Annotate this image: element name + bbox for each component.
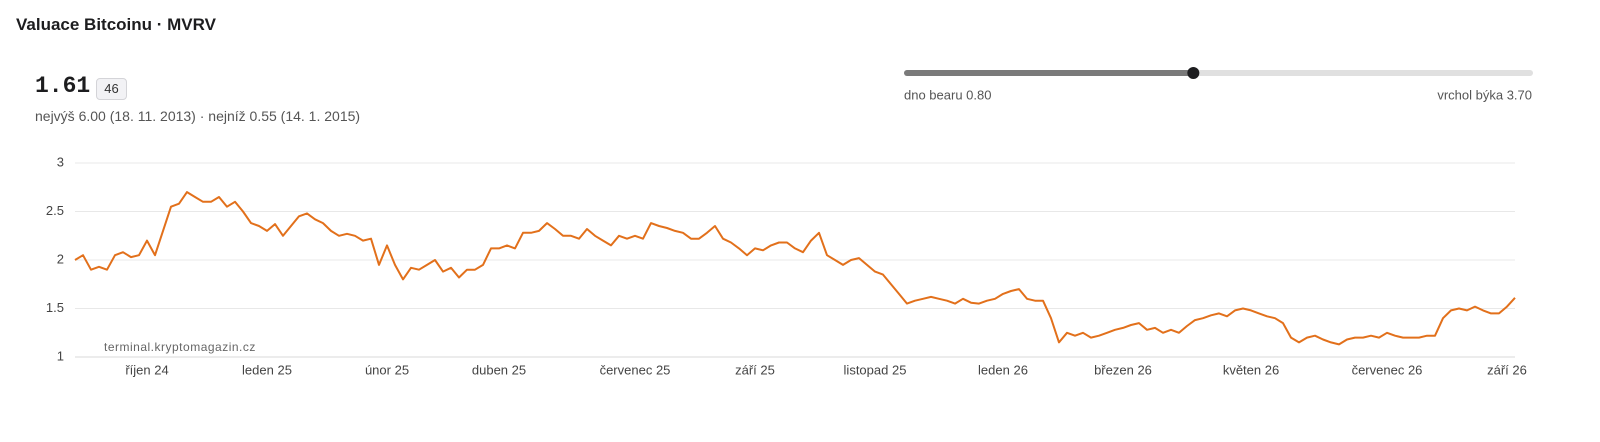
range-note: nejvýš 6.00 (18. 11. 2013) · nejníž 0.55… bbox=[35, 108, 361, 124]
gauge-fill bbox=[904, 70, 1194, 76]
gauge-min-label: dno bearu 0.80 bbox=[904, 87, 991, 102]
x-tick-label: říjen 24 bbox=[125, 362, 168, 377]
percentile-badge: 46 bbox=[96, 78, 127, 100]
x-tick-label: únor 25 bbox=[365, 362, 409, 377]
y-tick-label: 2.5 bbox=[46, 203, 64, 218]
y-tick-label: 2 bbox=[57, 251, 64, 266]
title: Valuace Bitcoinu · MVRV bbox=[16, 15, 216, 34]
gauge-max-label: vrchol býka 3.70 bbox=[1437, 87, 1532, 102]
gauge-knob bbox=[1187, 67, 1200, 79]
x-tick-label: duben 25 bbox=[472, 362, 526, 377]
watermark: terminal.kryptomagazin.cz bbox=[104, 340, 256, 354]
mvrv-line bbox=[74, 191, 1516, 346]
x-tick-label: červenec 25 bbox=[600, 362, 671, 377]
y-tick-label: 3 bbox=[57, 154, 64, 169]
y-tick-label: 1 bbox=[57, 348, 64, 363]
x-tick-label: květen 26 bbox=[1223, 362, 1279, 377]
x-tick-label: leden 25 bbox=[242, 362, 292, 377]
x-tick-label: červenec 26 bbox=[1352, 362, 1423, 377]
y-tick-label: 1.5 bbox=[46, 300, 64, 315]
x-tick-label: září 26 bbox=[1487, 362, 1527, 377]
x-tick-label: březen 26 bbox=[1094, 362, 1152, 377]
x-tick-label: listopad 25 bbox=[844, 362, 907, 377]
x-tick-label: září 25 bbox=[735, 362, 775, 377]
current-value: 1.61 bbox=[35, 73, 91, 99]
x-tick-label: leden 26 bbox=[978, 362, 1028, 377]
